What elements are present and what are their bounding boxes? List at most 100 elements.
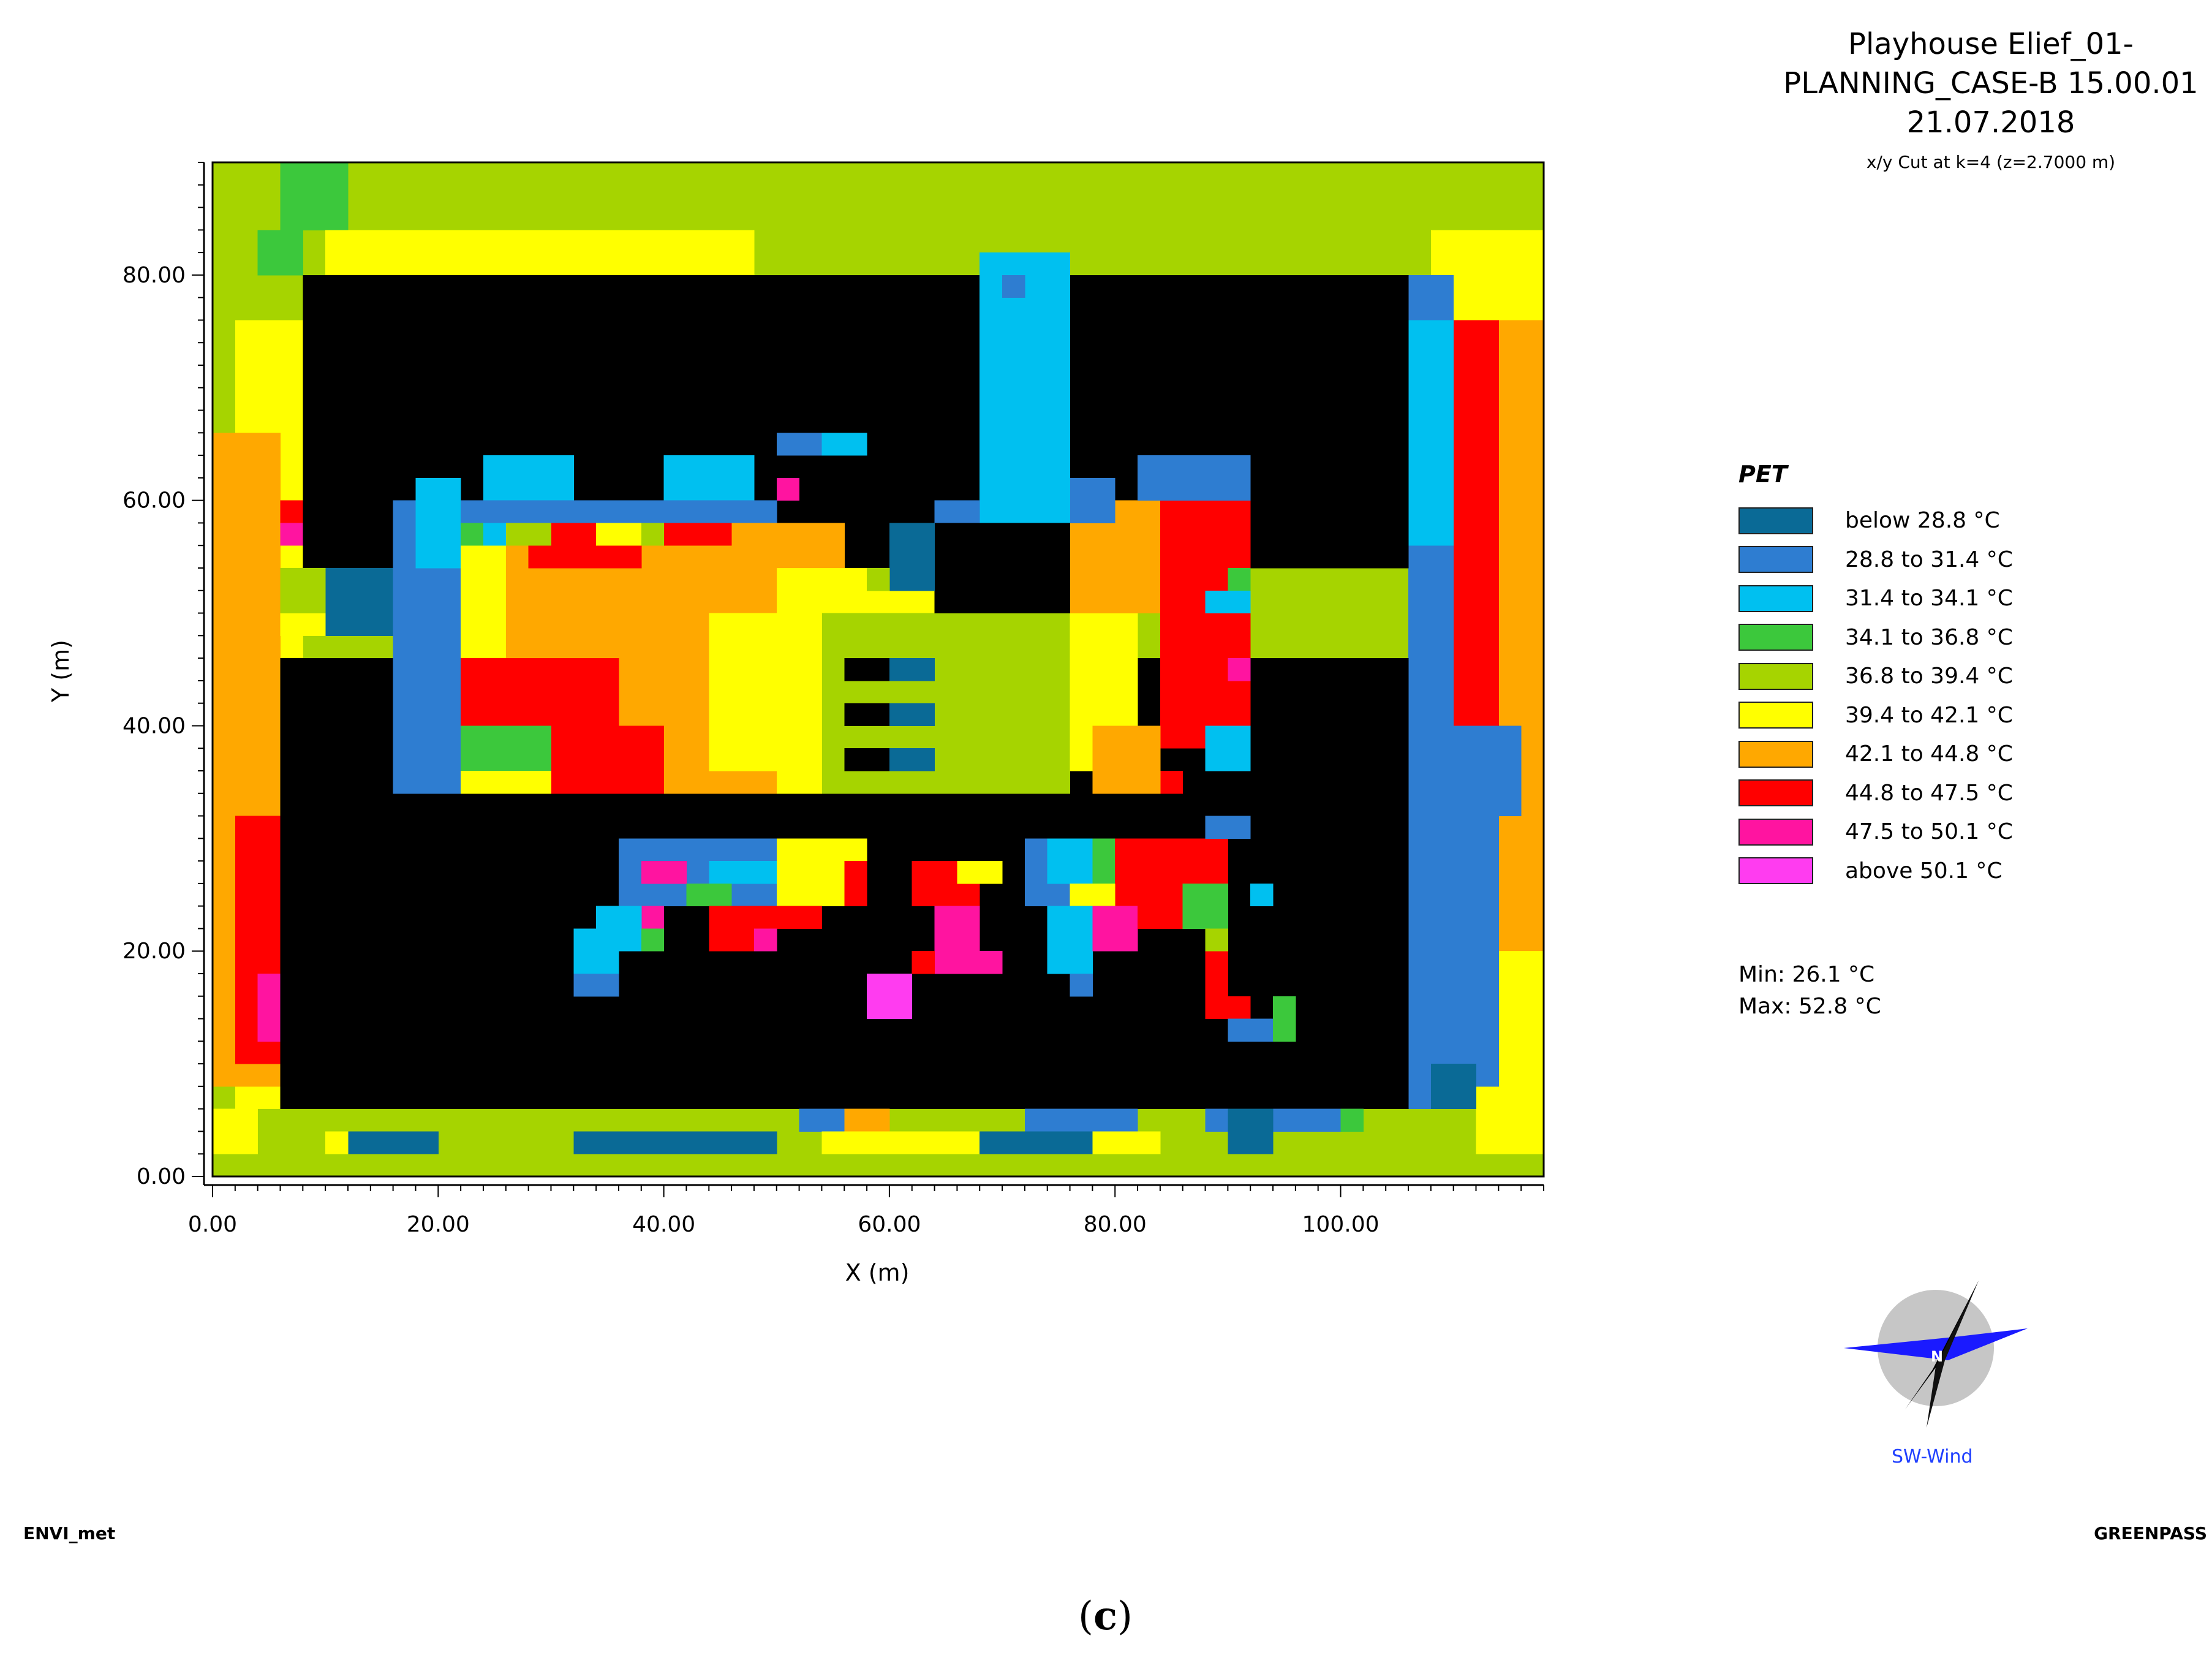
heatmap-cell <box>1340 1108 1364 1132</box>
heatmap-cell <box>1070 974 1093 997</box>
heatmap-cell <box>1070 477 1115 523</box>
legend-title: PET <box>1738 461 1787 488</box>
heatmap-cell <box>483 523 507 546</box>
legend-entry: 42.1 to 44.8 °C <box>1738 735 2013 774</box>
heatmap-cell <box>1453 816 1499 1087</box>
min-value: Min: 26.1 °C <box>1738 962 1875 987</box>
heatmap-cell <box>1092 725 1161 794</box>
heatmap-cell <box>889 748 935 771</box>
heatmap-cell <box>280 162 349 230</box>
legend-entry: 47.5 to 50.1 °C <box>1738 812 2013 852</box>
legend-entry: 36.8 to 39.4 °C <box>1738 657 2013 696</box>
heatmap-cell <box>551 725 665 794</box>
heatmap-cell <box>709 928 755 952</box>
axes <box>192 161 1545 1197</box>
heatmap-cell <box>1024 1108 1138 1132</box>
heatmap-cell <box>1160 500 1251 749</box>
legend-swatch <box>1738 624 1813 651</box>
heatmap-cell <box>821 1131 980 1154</box>
legend-entry: 39.4 to 42.1 °C <box>1738 696 2013 735</box>
heatmap-cell <box>280 523 303 546</box>
heatmap-cell <box>1453 320 1499 749</box>
heatmap-cell <box>280 568 326 614</box>
heatmap-cell <box>1273 996 1296 1042</box>
heatmap-cell <box>844 1108 890 1132</box>
heatmap-cell <box>821 433 867 456</box>
heatmap-cell <box>1250 883 1274 907</box>
max-value: Max: 52.8 °C <box>1738 994 1881 1019</box>
heatmap-cell <box>415 477 461 569</box>
heatmap-cell <box>980 1131 1093 1154</box>
heatmap-cell <box>912 951 935 974</box>
panel-letter: c <box>1093 1593 1117 1639</box>
heatmap-cell <box>1002 275 1025 298</box>
legend-label: 42.1 to 44.8 °C <box>1845 741 2013 767</box>
legend-entry: 31.4 to 34.1 °C <box>1738 579 2013 618</box>
heatmap-cell <box>1228 658 1251 681</box>
heatmap-cell <box>1205 590 1251 614</box>
legend-swatch <box>1738 507 1813 534</box>
heatmap-cell <box>709 906 822 929</box>
legend-entries: below 28.8 °C 28.8 to 31.4 °C 31.4 to 34.1… <box>1738 501 2013 890</box>
heatmap-cell <box>596 523 642 546</box>
heatmap-cell <box>1205 996 1251 1020</box>
heatmap-cell <box>1182 883 1228 929</box>
building-cell <box>844 658 890 681</box>
min-max-stats: Min: 26.1 °C Max: 52.8 °C <box>1738 959 1881 1023</box>
heatmap-cell <box>257 974 281 1042</box>
heatmap-cells <box>213 162 1544 1154</box>
legend-label: below 28.8 °C <box>1845 508 2000 534</box>
heatmap-cell <box>505 523 551 546</box>
x-tick-label: 100.00 <box>1302 1212 1380 1237</box>
y-tick-label: 60.00 <box>123 488 186 513</box>
heatmap-cell <box>257 230 303 276</box>
legend-entry: 34.1 to 36.8 °C <box>1738 618 2013 657</box>
greenpass-label: GREENPASS <box>2094 1523 2207 1543</box>
heatmap-cell <box>483 455 574 501</box>
heatmap-cell <box>799 1108 845 1132</box>
heatmap-cell <box>889 703 935 726</box>
legend-swatch <box>1738 662 1813 690</box>
compass-wind-arrow <box>1844 1328 2028 1360</box>
building-cell <box>934 523 1071 614</box>
title-block: Playhouse Elief_01- PLANNING_CASE-B 15.0… <box>1654 25 2212 172</box>
heatmap-cell <box>1138 906 1183 929</box>
heatmap-cell <box>957 861 1003 884</box>
heatmap-cell <box>867 974 913 1020</box>
legend-swatch <box>1738 857 1813 885</box>
heatmap-cell <box>934 500 980 523</box>
heatmap-cell <box>753 928 777 952</box>
legend-swatch <box>1738 818 1813 846</box>
plot-frame <box>211 161 1545 1178</box>
wind-label: SW-Wind <box>1892 1446 1973 1468</box>
heatmap-cell <box>889 523 935 591</box>
heatmap-cell <box>1228 1018 1274 1042</box>
x-axis-label: X (m) <box>845 1259 910 1286</box>
tick-labels: 0.00 20.00 40.00 60.00 80.00 100.00 0.00 20.00 4… <box>123 263 1380 1237</box>
heatmap-cell <box>1205 928 1228 952</box>
heatmap-cell <box>980 951 1003 974</box>
heatmap-cell <box>663 455 755 501</box>
heatmap-cell <box>1228 568 1251 591</box>
chart-title-line2: PLANNING_CASE-B 15.00.01 <box>1783 66 2199 100</box>
heatmap-cell <box>867 568 890 591</box>
legend-entry: 28.8 to 31.4 °C <box>1738 540 2013 580</box>
heatmap-cell <box>1228 1108 1274 1154</box>
legend-label: above 50.1 °C <box>1845 858 2003 884</box>
heatmap-cell <box>596 974 619 997</box>
legend-swatch <box>1738 702 1813 729</box>
heatmap-cell <box>1205 816 1251 839</box>
legend-swatch <box>1738 585 1813 612</box>
legend-entry: above 50.1 °C <box>1738 852 2013 891</box>
heatmap-cell <box>1092 838 1115 884</box>
x-tick-label: 0.00 <box>188 1212 237 1237</box>
y-tick-label: 0.00 <box>137 1164 186 1189</box>
heatmap-cell <box>934 906 980 974</box>
heatmap-cell <box>641 928 665 952</box>
chart-title-line1: Playhouse Elief_01- <box>1848 27 2134 61</box>
heatmap-cell <box>776 613 822 794</box>
heatmap-cell <box>1092 906 1138 952</box>
legend-swatch <box>1738 546 1813 574</box>
legend-label: 31.4 to 34.1 °C <box>1845 586 2013 612</box>
